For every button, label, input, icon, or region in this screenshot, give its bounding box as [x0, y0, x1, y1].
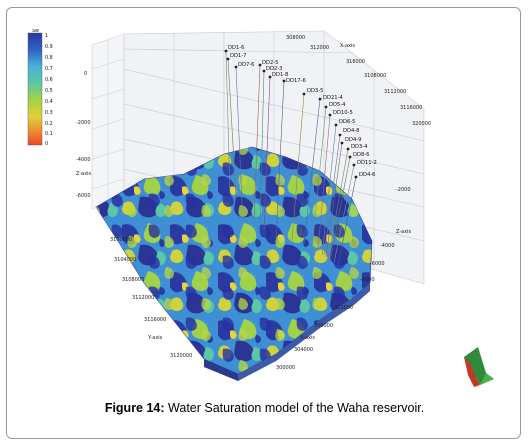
colorbar-tick: 0.8 [45, 55, 53, 61]
colorbar-tick: 0.4 [45, 99, 53, 105]
reservoir-3d-model: DD1-6 DD1-7 DD7-6 DD2-5 DD2-3 DD1-8 DD17… [24, 29, 506, 391]
well-label: DD21-4 [323, 95, 343, 101]
colorbar-tick: 0.6 [45, 77, 53, 83]
north-arrow-icon [464, 347, 494, 387]
well-label: DD4-8 [343, 128, 359, 134]
z-tick: -4000 [380, 243, 395, 249]
well-label: DD1-8 [272, 72, 288, 78]
well-paths [225, 50, 357, 266]
well-label: DD1-7 [230, 53, 246, 59]
y-tick: 3108000 [364, 73, 386, 79]
well-label: DD2-5 [262, 60, 278, 66]
reservoir-surface [95, 146, 373, 381]
z-tick: 0 [84, 71, 87, 77]
y-tick: 3120000 [170, 353, 192, 359]
x-tick: 312000 [334, 305, 353, 311]
well-labels: DD1-6 DD1-7 DD7-6 DD2-5 DD2-3 DD1-8 DD17… [224, 45, 377, 179]
well-label: DD8-6 [353, 152, 369, 158]
axis-annotations: 0 -2000 -4000 -6000 Z-axis 308000 312000… [76, 35, 431, 371]
colorbar-tick: 0.3 [45, 110, 53, 116]
well-label: DD6-5 [339, 119, 355, 125]
x-tick: 308000 [286, 35, 305, 41]
z-tick: -8000 [360, 277, 375, 283]
y-tick: 3116000 [400, 105, 422, 111]
y-tick: 3104000 [114, 257, 136, 263]
well-label: DD10-5 [333, 110, 353, 116]
well-label: DD4-9 [345, 137, 361, 143]
well-label: DD11-2 [357, 160, 377, 166]
colorbar-legend: Sw 1 0.9 0.8 0.7 0.6 0.5 0.4 0.3 0.2 0.1… [27, 29, 53, 147]
figure-caption: Figure 14: Water Saturation model of the… [0, 401, 529, 415]
x-tick: 308000 [314, 323, 333, 329]
z-tick: -4000 [76, 157, 91, 163]
x-axis-label: X-axis [340, 43, 355, 49]
colorbar-tick: 0.5 [45, 88, 53, 94]
y-tick: 3100000 [110, 237, 132, 243]
x-axis-label: X-axis [300, 335, 315, 341]
z-tick: -2000 [396, 187, 411, 193]
x-tick: 300000 [276, 365, 295, 371]
y-tick: 3116000 [144, 317, 166, 323]
x-tick: 320000 [412, 121, 431, 127]
caption-text: Water Saturation model of the Waha reser… [164, 401, 425, 415]
left-wall-grid [91, 33, 125, 210]
well-label: DD3-5 [307, 88, 323, 94]
well-label: DD17-6 [286, 78, 306, 84]
well-label: DD3-4 [351, 144, 368, 150]
x-tick: 304000 [294, 347, 313, 353]
well-label: DD2-3 [266, 66, 282, 72]
z-tick: -6000 [370, 261, 385, 267]
colorbar-tick: 0.1 [45, 131, 53, 137]
z-axis-label: Z-axis [76, 171, 92, 177]
y-axis-label: Y-axis [147, 335, 163, 341]
caption-label: Figure 14: [104, 401, 165, 415]
colorbar-title: Sw [32, 29, 39, 34]
colorbar-tick: 0 [45, 141, 48, 147]
well-label: DD4-6 [359, 172, 375, 178]
well-label: DD7-6 [238, 62, 254, 68]
z-tick: -6000 [76, 193, 91, 199]
z-axis-label: Z-axis [396, 229, 412, 235]
colorbar-tick: 0.2 [45, 121, 53, 127]
colorbar-tick: 0.7 [45, 66, 53, 72]
colorbar-tick: 1 [45, 33, 48, 39]
well-label: DD1-6 [228, 45, 244, 51]
well-label: DD5-4 [329, 102, 346, 108]
x-tick: 316000 [346, 59, 365, 65]
z-tick: -2000 [76, 120, 91, 126]
x-tick: 312000 [310, 45, 329, 51]
y-tick: 3108000 [122, 277, 144, 283]
y-tick: 3112000 [132, 295, 154, 301]
colorbar-tick: 0.9 [45, 44, 53, 50]
y-tick: 3112000 [384, 89, 406, 95]
